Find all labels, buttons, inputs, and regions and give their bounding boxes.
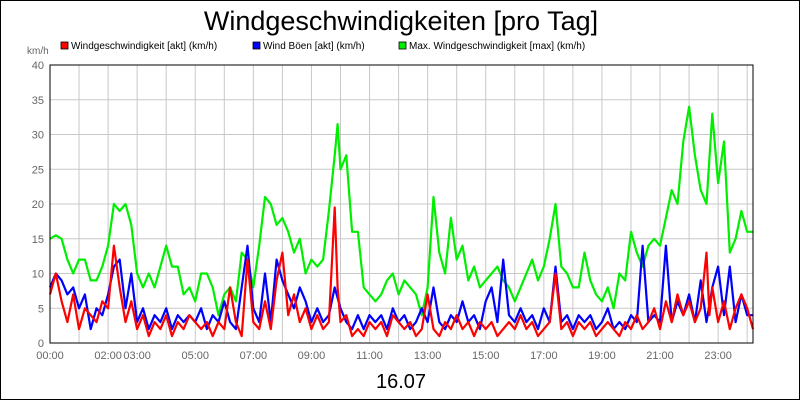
x-axis-date-label: 16.07 xyxy=(376,371,426,393)
y-tick-label: 20 xyxy=(32,199,44,211)
x-tick-label: 17:00 xyxy=(530,350,558,362)
y-tick-label: 35 xyxy=(32,95,44,107)
x-tick-label: 09:00 xyxy=(298,350,326,362)
x-tick-label: 03:00 xyxy=(123,350,151,362)
x-tick-label: 02:00 xyxy=(94,350,122,362)
x-axis-ticks: 00:00 02:00 03:00 05:00 07:00 09:00 11:00 13:00… xyxy=(36,350,732,362)
series-layer xyxy=(48,105,755,338)
plot-border xyxy=(49,64,754,344)
series-line-2 xyxy=(49,105,753,317)
x-tick-label: 07:00 xyxy=(240,350,268,362)
legend-item: Max. Windgeschwindigkeit [max] (km/h) xyxy=(398,41,585,52)
series-line-1 xyxy=(48,244,753,331)
y-tick-label: 10 xyxy=(32,269,44,281)
legend-label: Wind Böen [akt] (km/h) xyxy=(263,41,365,52)
x-tick-label: 05:00 xyxy=(181,350,209,362)
chart-title: Windgeschwindigkeiten [pro Tag] xyxy=(204,6,598,36)
legend-label: Max. Windgeschwindigkeit [max] (km/h) xyxy=(409,41,585,52)
legend-item: Windgeschwindigkeit [akt] (km/h) xyxy=(60,41,217,52)
y-axis-unit-label: km/h xyxy=(27,46,49,57)
x-tick-label: 15:00 xyxy=(472,350,500,362)
y-tick-label: 15 xyxy=(32,234,44,246)
legend: Windgeschwindigkeit [akt] (km/h) Wind Böe… xyxy=(60,41,585,52)
legend-swatch xyxy=(60,41,69,50)
legend-item: Wind Böen [akt] (km/h) xyxy=(252,41,365,52)
y-tick-label: 40 xyxy=(32,60,44,72)
y-tick-label: 0 xyxy=(38,338,44,350)
y-tick-label: 30 xyxy=(32,130,44,142)
x-tick-label: 11:00 xyxy=(356,350,383,362)
x-tick-label: 23:00 xyxy=(704,350,732,362)
x-tick-label: 19:00 xyxy=(588,350,616,362)
series-line-0 xyxy=(48,206,755,338)
legend-label: Windgeschwindigkeit [akt] (km/h) xyxy=(71,41,217,52)
legend-swatch xyxy=(398,41,407,50)
x-tick-label: 00:00 xyxy=(36,350,64,362)
legend-swatch xyxy=(252,41,261,50)
y-axis-ticks: 0 5 10 15 20 25 30 35 40 xyxy=(32,60,44,350)
y-tick-label: 25 xyxy=(32,164,44,176)
x-tick-label: 13:00 xyxy=(414,350,442,362)
y-tick-label: 5 xyxy=(38,303,44,315)
x-tick-label: 21:00 xyxy=(646,350,674,362)
